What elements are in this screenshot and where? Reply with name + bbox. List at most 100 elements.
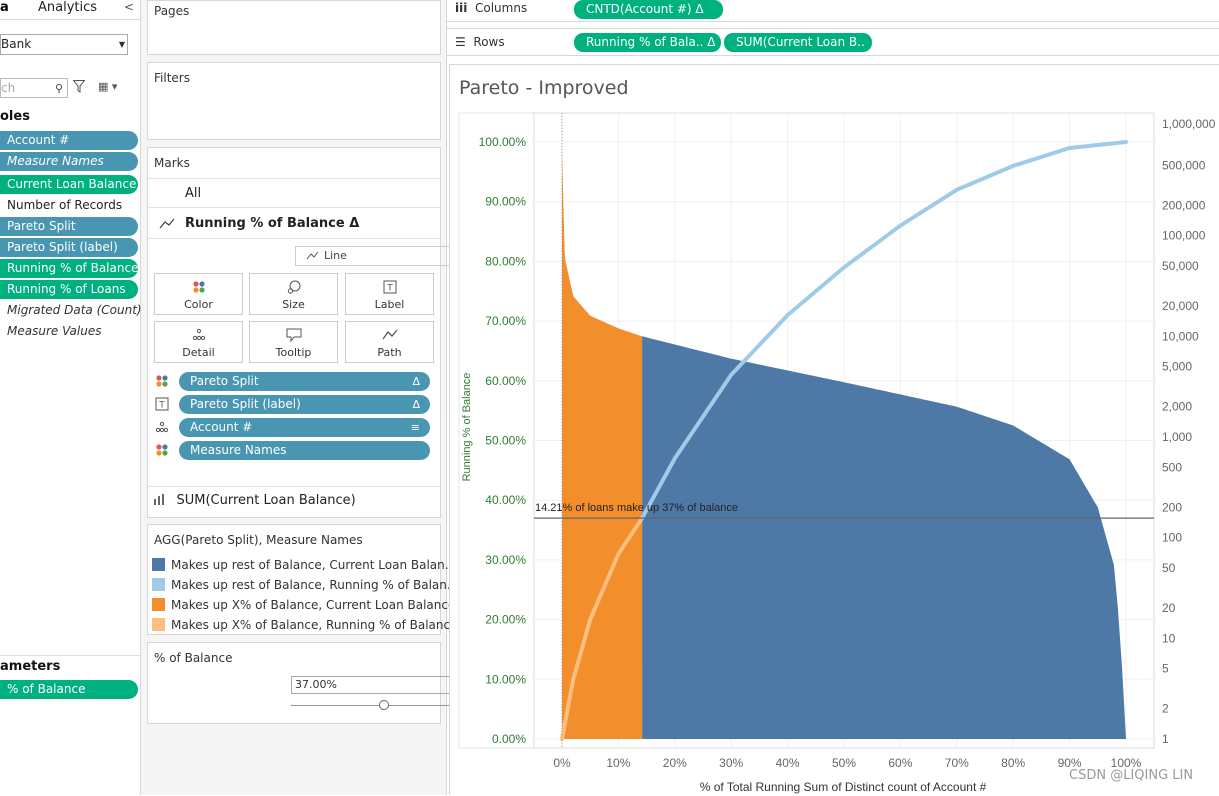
marks-field-pill[interactable]: Account # ≡ <box>179 418 430 437</box>
legend-label: Makes up X% of Balance, Running % of Bal… <box>171 618 458 632</box>
path-icon <box>346 328 433 342</box>
color-icon <box>155 443 169 457</box>
rows-pill-loan-balance[interactable]: SUM(Current Loan B.. <box>724 33 872 52</box>
y-right-tick-label: 10 <box>1162 631 1176 645</box>
y-tick-label: 70.00% <box>485 314 526 328</box>
columns-label-text: Columns <box>474 1 528 15</box>
mark-type-value: Line <box>324 249 347 262</box>
label-icon: T <box>155 397 169 411</box>
chevron-down-icon: ▼ <box>118 40 125 49</box>
color-button[interactable]: Color <box>154 273 243 315</box>
mark-button-label: Size <box>282 298 305 311</box>
y-right-tick-label: 1 <box>1162 732 1169 746</box>
bar-mark-row[interactable]: SUM(Current Loan Balance) <box>153 493 356 508</box>
parameter-title: % of Balance <box>154 651 233 665</box>
parameter-pill[interactable]: % of Balance <box>0 680 138 699</box>
left-axis-panel <box>458 112 535 749</box>
y-tick-label: 60.00% <box>485 374 526 388</box>
legend-swatch <box>152 578 165 591</box>
field-item[interactable]: Migrated Data (Count) <box>7 303 142 317</box>
field-item[interactable]: Pareto Split <box>0 217 138 236</box>
y-right-tick-label: 20 <box>1162 601 1176 615</box>
line-icon <box>306 251 319 260</box>
y-tick-label: 30.00% <box>485 553 526 567</box>
svg-text:T: T <box>158 401 165 411</box>
filter-icon[interactable] <box>73 80 85 93</box>
size-button[interactable]: Size <box>249 273 338 315</box>
columns-pill[interactable]: CNTD(Account #) Δ <box>574 0 723 19</box>
tab-analytics[interactable]: Analytics <box>38 0 98 15</box>
x-tick-label: 80% <box>1001 756 1025 770</box>
x-tick-label: 100% <box>1111 756 1142 770</box>
marks-all-tab[interactable]: All <box>148 178 440 208</box>
field-item[interactable]: Running % of Loans <box>0 280 138 299</box>
marks-field-pill[interactable]: Measure Names <box>179 441 430 460</box>
marks-title: Marks <box>154 156 190 170</box>
x-tick-label: 40% <box>776 756 800 770</box>
tooltip-button[interactable]: Tooltip <box>249 321 338 363</box>
x-tick-label: 20% <box>663 756 687 770</box>
datasource-name: Bank <box>1 37 32 51</box>
y-tick-label: 50.00% <box>485 434 526 448</box>
y-axis-title: Running % of Balance <box>461 373 473 482</box>
rows-shelf[interactable]: ☰ Rows Running % of Bala.. Δ SUM(Current… <box>447 28 1219 56</box>
y-right-tick-label: 50 <box>1162 561 1176 575</box>
y-tick-label: 20.00% <box>485 613 526 627</box>
tab-data[interactable]: a <box>0 0 9 15</box>
x-tick-label: 10% <box>606 756 630 770</box>
field-search-input[interactable]: ch ⚲ <box>0 78 68 98</box>
legend-item[interactable]: Makes up rest of Balance, Running % of B… <box>152 578 455 592</box>
y-right-tick-label: 50,000 <box>1162 259 1199 273</box>
y-right-tick-label: 100,000 <box>1162 229 1206 243</box>
y-tick-label: 90.00% <box>485 195 526 209</box>
rows-shelf-label: ☰ Rows <box>455 35 505 49</box>
detail-button[interactable]: Detail <box>154 321 243 363</box>
columns-shelf[interactable]: iii Columns CNTD(Account #) Δ <box>447 0 1219 22</box>
slider-track[interactable] <box>291 705 541 706</box>
data-pane: a Analytics < Bank ▼ ch ⚲ ▦ ▾ oles Accou… <box>0 0 142 795</box>
slider-thumb[interactable] <box>378 700 389 710</box>
search-icon: ⚲ <box>54 82 63 95</box>
x-axis-title: % of Total Running Sum of Distinct count… <box>700 780 987 794</box>
pages-card[interactable]: Pages <box>147 0 441 55</box>
filters-card[interactable]: Filters <box>147 62 441 140</box>
bar-chart-icon <box>154 494 164 505</box>
parameters-header: ameters <box>0 659 61 674</box>
marks-field-pill[interactable]: Pareto Split Δ <box>179 372 430 391</box>
tables-header: oles <box>0 109 30 124</box>
field-item[interactable]: Measure Names <box>0 152 138 171</box>
legend-item[interactable]: Makes up X% of Balance, Running % of Bal… <box>152 618 457 632</box>
marks-pill-label: Pareto Split (label) <box>190 397 301 411</box>
marks-field-pill[interactable]: Pareto Split (label) Δ <box>179 395 430 414</box>
legend-swatch <box>152 558 165 571</box>
legend-item[interactable]: Makes up X% of Balance, Current Loan Bal… <box>152 598 455 612</box>
datasource-select[interactable]: Bank ▼ <box>0 34 128 55</box>
marks-measure-label: Running % of Balance Δ <box>185 216 360 231</box>
mark-button-label: Detail <box>182 346 215 359</box>
field-item[interactable]: Measure Values <box>7 324 102 338</box>
parameter-card: % of Balance <box>147 642 441 724</box>
legend-title: AGG(Pareto Split), Measure Names <box>154 533 363 547</box>
marks-pill-label: Pareto Split <box>190 374 259 388</box>
y-right-tick-label: 500 <box>1162 460 1182 474</box>
view-options-icon[interactable]: ▦ ▾ <box>98 80 118 93</box>
field-item[interactable]: Account # <box>0 131 138 150</box>
marks-measure-tab[interactable]: Running % of Balance Δ <box>148 209 440 239</box>
pareto-chart[interactable]: 14.21% of loans make up 37% of balance 0.… <box>450 65 1219 796</box>
rows-pill-running-balance[interactable]: Running % of Bala.. Δ <box>574 33 721 52</box>
field-item[interactable]: Running % of Balance <box>0 259 138 278</box>
marks-pill-label: Measure Names <box>190 443 287 457</box>
field-item[interactable]: Number of Records <box>7 198 123 212</box>
marks-pill-indicator: Δ <box>412 398 420 411</box>
detail-icon <box>155 328 242 342</box>
field-item[interactable]: Current Loan Balance <box>0 175 138 194</box>
collapse-pane-icon[interactable]: < <box>124 0 135 14</box>
legend-item[interactable]: Makes up rest of Balance, Current Loan B… <box>152 558 452 572</box>
field-item[interactable]: Pareto Split (label) <box>0 238 138 257</box>
color-icon <box>155 374 169 388</box>
mark-button-label: Tooltip <box>275 346 312 359</box>
label-button[interactable]: T Label <box>345 273 434 315</box>
rows-icon: ☰ <box>455 35 466 49</box>
path-button[interactable]: Path <box>345 321 434 363</box>
x-tick-label: 0% <box>553 756 571 770</box>
